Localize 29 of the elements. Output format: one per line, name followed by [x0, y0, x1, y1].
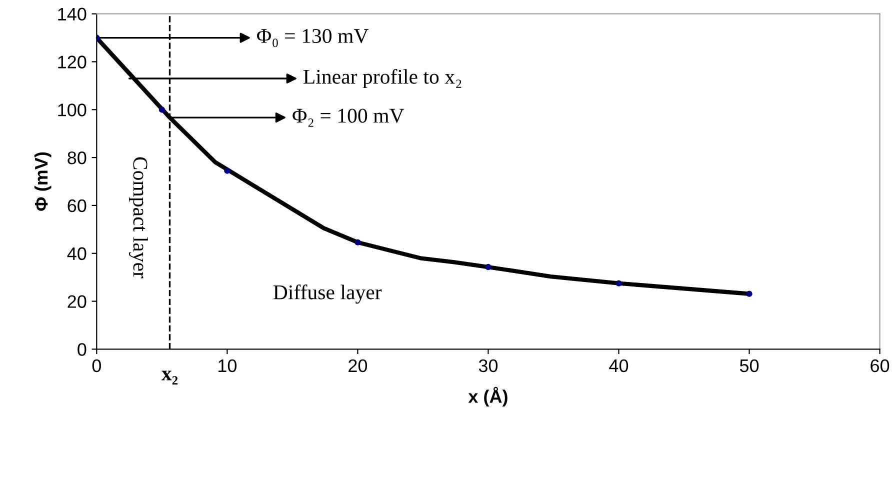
- annotation: Diffuse layer: [273, 284, 382, 304]
- y-tick-label: 80: [68, 151, 86, 164]
- y-tick-label: 40: [67, 247, 86, 260]
- ref-line-label: x₂: [162, 370, 178, 384]
- x-axis-title: x (Å): [468, 386, 508, 407]
- y-tick-label: 60: [68, 199, 86, 212]
- point: [224, 168, 230, 174]
- x-tick-label: 20: [348, 359, 368, 372]
- point: [354, 239, 361, 246]
- x-tick-label: 10: [218, 359, 237, 372]
- annotation: Φ₀ = 130 mV: [257, 28, 369, 48]
- point: [746, 290, 752, 297]
- y-axis-title: Φ (mV): [34, 152, 52, 211]
- x-tick-label: 0: [92, 359, 101, 372]
- point: [485, 264, 492, 270]
- point: [616, 280, 622, 286]
- y-tick-label: 20: [68, 295, 86, 308]
- point: [158, 106, 166, 113]
- x-tick-label: 40: [609, 359, 628, 372]
- annotation: Φ₂ = 100 mV: [292, 108, 404, 127]
- x-tick-label: 60: [870, 359, 890, 372]
- annotation: Linear profile to x₂: [304, 68, 462, 88]
- x-tick-label: 30: [478, 359, 498, 372]
- annotation: Compact layer: [128, 157, 148, 278]
- y-tick-label: 100: [58, 104, 86, 116]
- x-tick-label: 50: [740, 359, 759, 372]
- y-tick-label: 120: [58, 56, 86, 68]
- y-tick-label: 0: [78, 343, 86, 356]
- y-tick-label: 140: [58, 8, 86, 21]
